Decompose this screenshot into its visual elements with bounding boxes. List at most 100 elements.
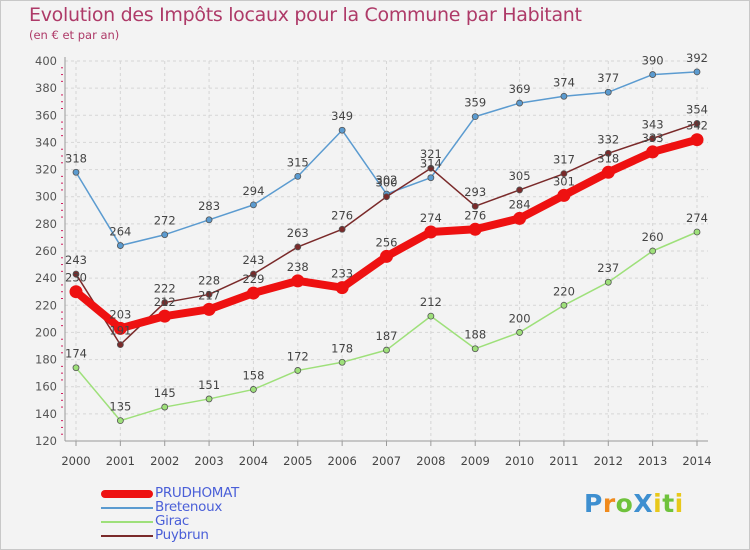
logo-letter: t	[662, 489, 675, 518]
y-tick-label: 280	[35, 217, 57, 231]
data-label-prudhomat: 238	[287, 260, 309, 274]
data-point-girac	[649, 247, 657, 255]
logo-letter: r	[602, 489, 616, 518]
data-label-bretenoux: 272	[154, 214, 176, 228]
data-point-puybrun	[338, 225, 346, 233]
y-tick-label: 200	[35, 325, 57, 339]
data-label-puybrun: 293	[464, 185, 486, 199]
data-point-prudhomat	[291, 274, 305, 288]
data-point-prudhomat	[557, 188, 571, 202]
data-label-girac: 220	[553, 284, 575, 298]
data-label-prudhomat: 230	[65, 271, 87, 285]
data-label-puybrun: 191	[109, 324, 131, 338]
data-label-prudhomat: 342	[686, 119, 708, 133]
data-label-bretenoux: 369	[509, 82, 531, 96]
data-label-bretenoux: 314	[420, 157, 442, 171]
y-tick-label: 160	[35, 380, 57, 394]
data-point-girac	[116, 417, 124, 425]
data-label-prudhomat: 284	[509, 197, 531, 211]
legend-label: Puybrun	[155, 527, 209, 543]
data-point-girac	[560, 301, 568, 309]
y-tick-label: 120	[35, 434, 57, 448]
x-tick-label: 2002	[150, 454, 179, 468]
data-point-prudhomat	[202, 302, 216, 316]
y-tick-label: 380	[35, 81, 57, 95]
data-label-puybrun: 343	[642, 117, 664, 131]
data-point-puybrun	[161, 299, 169, 306]
data-label-bretenoux: 392	[686, 51, 708, 65]
y-tick-label: 340	[35, 135, 57, 149]
x-tick-label: 2003	[194, 454, 223, 468]
data-point-prudhomat	[335, 281, 349, 295]
data-label-girac: 172	[287, 349, 309, 363]
data-label-bretenoux: 390	[642, 54, 664, 68]
data-label-bretenoux: 359	[464, 96, 486, 110]
data-point-girac	[693, 228, 701, 236]
x-tick-label: 2014	[682, 454, 711, 468]
x-tick-label: 2001	[106, 454, 135, 468]
logo-letter: X	[633, 489, 654, 518]
data-label-bretenoux: 264	[109, 225, 131, 239]
data-label-prudhomat: 212	[154, 295, 176, 309]
data-point-girac	[338, 358, 346, 366]
data-point-bretenoux	[205, 216, 213, 224]
data-label-bretenoux: 349	[331, 109, 353, 123]
data-label-prudhomat: 276	[464, 208, 486, 222]
legend-swatch	[101, 490, 153, 498]
y-tick-label: 140	[35, 407, 57, 421]
data-label-puybrun: 222	[154, 282, 176, 296]
data-point-puybrun	[294, 243, 302, 251]
y-tick-label: 360	[35, 108, 57, 122]
data-point-puybrun	[250, 270, 257, 278]
data-point-prudhomat	[601, 165, 615, 179]
data-label-puybrun: 243	[242, 253, 264, 267]
chart-title: Evolution des Impôts locaux pour la Comm…	[29, 4, 582, 26]
data-point-puybrun	[383, 193, 390, 201]
data-point-bretenoux	[649, 71, 657, 78]
logo-letter: i	[674, 489, 684, 518]
data-point-prudhomat	[468, 222, 482, 236]
data-point-girac	[516, 329, 523, 336]
y-tick-label: 260	[35, 244, 57, 258]
data-label-puybrun: 263	[287, 226, 309, 240]
data-point-bretenoux	[560, 92, 568, 100]
data-point-bretenoux	[516, 99, 523, 107]
data-point-prudhomat	[246, 286, 260, 300]
x-tick-label: 2007	[372, 454, 401, 468]
data-point-bretenoux	[116, 242, 124, 249]
data-point-girac	[161, 403, 169, 411]
data-point-puybrun	[427, 164, 435, 172]
data-point-bretenoux	[427, 174, 435, 182]
data-point-girac	[604, 278, 612, 286]
x-tick-label: 2009	[461, 454, 490, 468]
data-label-girac: 187	[376, 329, 398, 343]
data-point-girac	[205, 395, 213, 403]
data-point-puybrun	[205, 291, 213, 298]
data-point-bretenoux	[161, 231, 169, 239]
data-point-puybrun	[516, 186, 523, 194]
logo-letter: o	[615, 489, 634, 518]
chart-subtitle: (en € et par an)	[29, 28, 120, 42]
x-tick-label: 2011	[549, 454, 578, 468]
data-label-puybrun: 332	[597, 132, 619, 146]
data-label-puybrun: 354	[686, 102, 708, 116]
data-label-bretenoux: 315	[287, 155, 309, 169]
y-tick-label: 300	[35, 190, 57, 204]
data-label-puybrun: 321	[420, 147, 442, 161]
data-point-prudhomat	[380, 249, 393, 263]
x-tick-label: 2000	[61, 454, 90, 468]
data-point-bretenoux	[250, 201, 257, 209]
data-label-girac: 200	[509, 311, 531, 325]
data-point-puybrun	[649, 134, 657, 142]
x-tick-label: 2010	[505, 454, 534, 468]
data-label-puybrun: 300	[376, 176, 398, 190]
data-label-girac: 212	[420, 295, 442, 309]
legend-label: Bretenoux	[155, 499, 223, 515]
data-point-prudhomat	[424, 225, 438, 239]
legend-swatch	[101, 535, 153, 537]
logo-letter: i	[653, 489, 663, 518]
data-label-bretenoux: 283	[198, 199, 220, 213]
data-label-girac: 174	[65, 347, 87, 361]
data-label-prudhomat: 256	[376, 235, 398, 249]
